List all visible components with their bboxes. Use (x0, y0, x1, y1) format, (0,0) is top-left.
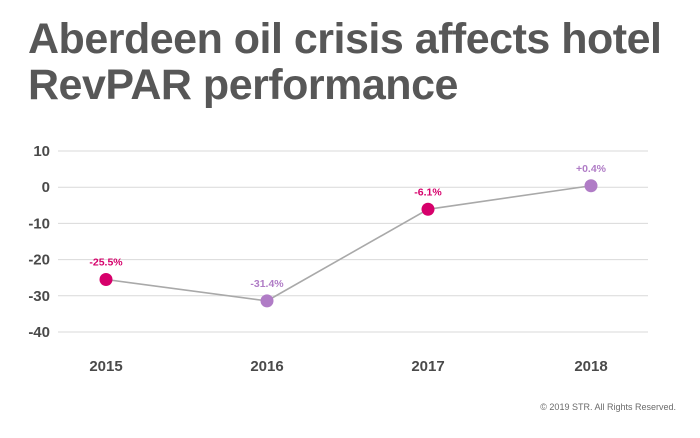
x-tick-label: 2017 (411, 358, 444, 375)
y-tick-label: -40 (28, 324, 50, 341)
y-tick-label: 0 (42, 179, 50, 196)
data-label: -31.4% (250, 278, 284, 290)
series-line (105, 184, 592, 302)
chart-title-line-1: Aberdeen oil crisis affects hotel (28, 15, 662, 63)
data-label: -6.1% (414, 186, 442, 198)
chart-title: Aberdeen oil crisis affects hotel RevPAR… (28, 16, 678, 108)
data-point (584, 179, 598, 193)
y-tick-label: -20 (28, 252, 50, 269)
data-label: +0.4% (576, 163, 607, 175)
y-tick-label: -30 (28, 288, 50, 305)
x-tick-label: 2018 (574, 358, 607, 375)
y-tick-label: -10 (28, 215, 50, 232)
data-label: -25.5% (89, 257, 123, 269)
copyright-notice: © 2019 STR. All Rights Reserved. (540, 402, 676, 412)
x-tick-label: 2015 (89, 358, 122, 375)
data-point (260, 294, 274, 308)
x-tick-label: 2016 (250, 358, 283, 375)
chart-title-line-2: RevPAR performance (28, 61, 458, 109)
data-point (99, 273, 113, 287)
data-point (421, 202, 435, 216)
y-tick-label: 10 (33, 143, 50, 160)
